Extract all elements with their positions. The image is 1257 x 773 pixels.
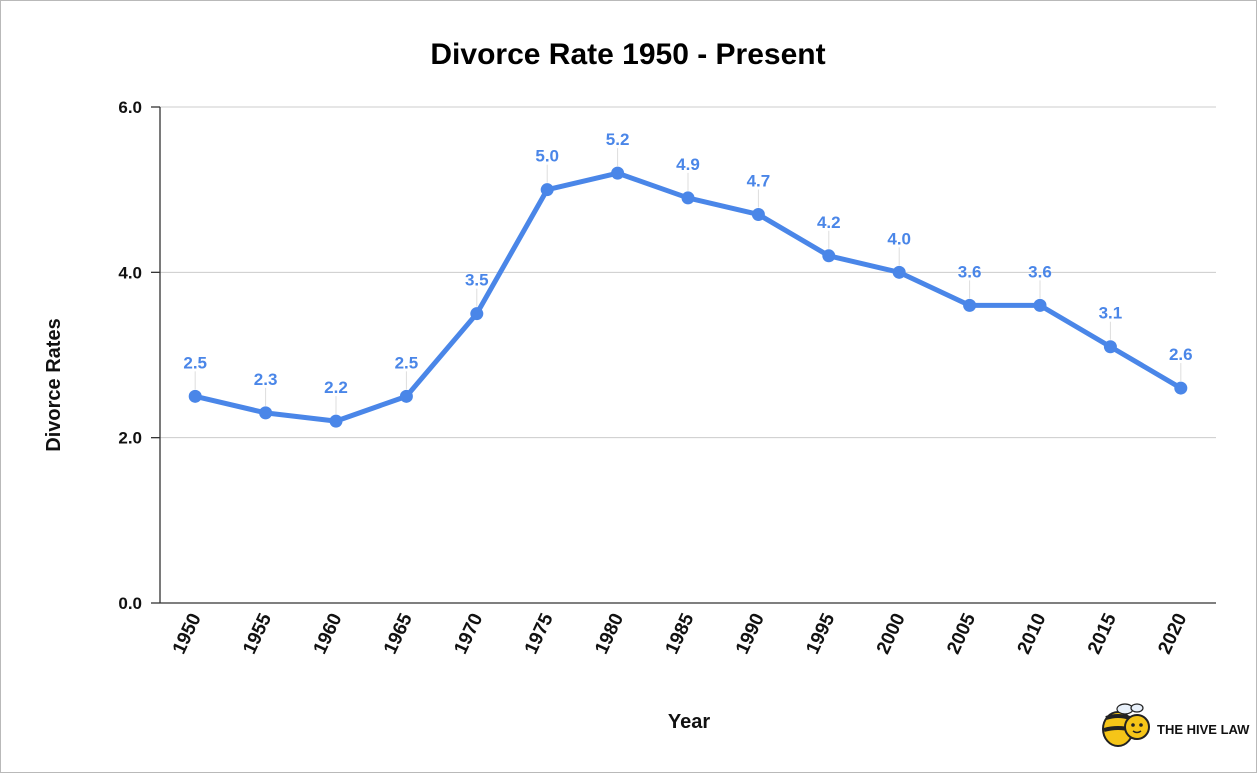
logo: THE HIVE LAW	[1102, 703, 1250, 747]
data-label: 3.6	[958, 262, 982, 281]
bee-icon	[1102, 703, 1150, 747]
data-label: 5.2	[606, 130, 630, 149]
x-tick-label: 1965	[380, 610, 417, 658]
x-tick-label: 2020	[1154, 610, 1191, 657]
data-point	[892, 265, 906, 279]
data-point	[1033, 298, 1047, 312]
data-label: 3.5	[465, 271, 489, 290]
gridlines	[160, 106, 1216, 439]
data-point	[399, 389, 413, 403]
data-point	[259, 406, 273, 420]
y-tick-label: 4.0	[118, 263, 142, 282]
data-point	[329, 414, 343, 428]
data-label: 2.5	[395, 353, 419, 372]
data-labels: 2.5 2.3 2.2 2.5 3.5 5.0 5.2 4.9 4.7 4.2 4.0 3.6 3.6 3…	[183, 130, 1193, 415]
logo-text: THE HIVE LAW	[1157, 722, 1250, 737]
y-axis: 0.0 2.0 4.0 6.0	[118, 98, 161, 613]
data-label: 2.3	[254, 370, 278, 389]
data-label: 2.6	[1169, 345, 1193, 364]
data-label: 3.1	[1099, 304, 1123, 323]
y-axis-title: Divorce Rates	[43, 318, 65, 451]
x-axis-title: Year	[668, 711, 710, 733]
y-tick-label: 6.0	[118, 98, 142, 117]
data-label: 4.2	[817, 213, 841, 232]
x-tick-label: 2000	[873, 610, 910, 657]
y-tick-label: 0.0	[118, 594, 142, 613]
x-tick-label: 1970	[450, 610, 487, 657]
data-point	[963, 298, 977, 312]
x-tick-label: 1980	[591, 610, 628, 657]
x-tick-label: 1960	[310, 610, 347, 657]
chart-title: Divorce Rate 1950 - Present	[430, 38, 825, 71]
data-label: 3.6	[1028, 262, 1052, 281]
data-label: 4.7	[747, 171, 771, 190]
data-point	[822, 249, 836, 263]
data-label: 2.2	[324, 378, 348, 397]
x-tick-label: 2005	[943, 610, 980, 658]
data-point	[470, 307, 484, 321]
data-point	[1174, 381, 1188, 395]
x-tick-label: 2010	[1014, 610, 1051, 657]
data-point	[1103, 340, 1117, 354]
x-axis: 1950 1955 1960 1965 1970 1975 1980 1985 1990 1995…	[160, 602, 1216, 658]
data-label: 5.0	[535, 147, 559, 166]
data-point	[540, 183, 554, 197]
x-tick-label: 2015	[1084, 610, 1121, 658]
data-point	[188, 389, 202, 403]
x-tick-label: 1955	[239, 610, 276, 658]
x-tick-label: 1975	[521, 610, 558, 658]
data-label: 2.5	[183, 353, 207, 372]
data-label: 4.0	[887, 229, 911, 248]
x-tick-label: 1950	[169, 610, 206, 657]
data-point	[681, 191, 695, 205]
data-label: 4.9	[676, 155, 700, 174]
data-points	[188, 166, 1188, 428]
x-tick-label: 1995	[802, 610, 839, 658]
y-tick-label: 2.0	[118, 429, 142, 448]
data-point	[751, 207, 765, 221]
data-point	[611, 166, 625, 180]
x-tick-label: 1985	[662, 610, 699, 658]
x-tick-label: 1990	[732, 610, 769, 657]
